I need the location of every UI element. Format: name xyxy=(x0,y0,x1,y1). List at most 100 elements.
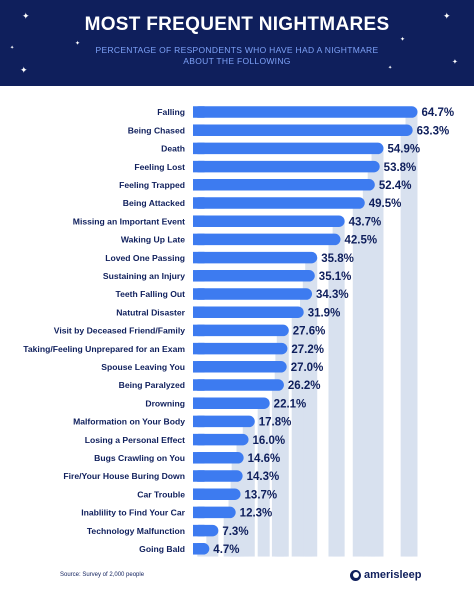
bar-left-cap xyxy=(193,215,205,227)
category-label: Malformation on Your Body xyxy=(73,417,185,427)
bar xyxy=(193,433,249,446)
value-label: 54.9% xyxy=(388,144,421,156)
value-label: 27.0% xyxy=(291,362,324,374)
value-label: 22.1% xyxy=(274,398,307,410)
bar xyxy=(193,397,270,409)
value-label: 7.3% xyxy=(222,526,248,538)
star-icon: ✦ xyxy=(10,45,15,51)
bar xyxy=(193,142,384,155)
bar-left-cap xyxy=(193,270,205,282)
category-label: Fire/Your House Buring Down xyxy=(63,471,185,481)
bar-left-cap xyxy=(193,288,205,300)
category-label: Missing an Important Event xyxy=(73,216,185,226)
category-label: Feeling Lost xyxy=(134,162,185,172)
bar-left-cap xyxy=(193,306,205,318)
bar xyxy=(193,215,345,227)
star-icon: ✦ xyxy=(75,41,81,47)
bar-left-cap xyxy=(193,106,205,118)
value-label: 34.3% xyxy=(316,289,349,301)
bar-left-cap xyxy=(193,506,205,519)
bar-left-cap xyxy=(193,160,205,173)
category-label: Inablility to Find Your Car xyxy=(81,508,185,518)
star-icon: ✦ xyxy=(22,11,30,21)
brand-name: amerisleep xyxy=(364,569,422,581)
bar-left-cap xyxy=(193,470,205,482)
bar xyxy=(193,160,380,173)
category-label: Being Attacked xyxy=(123,198,185,208)
category-label: Being Chased xyxy=(128,125,185,135)
bars xyxy=(193,106,418,555)
star-icon: ✦ xyxy=(388,65,393,71)
category-label: Losing a Personal Effect xyxy=(85,435,185,445)
bar-left-cap xyxy=(193,197,205,209)
bar-left-cap xyxy=(193,488,205,500)
bar-left-cap xyxy=(193,397,205,409)
bar-track xyxy=(352,203,365,557)
category-label: Waking Up Late xyxy=(121,235,185,245)
star-icon: ✦ xyxy=(20,65,28,75)
value-label: 27.6% xyxy=(293,326,326,338)
bar xyxy=(193,470,243,482)
bar-left-cap xyxy=(193,142,205,155)
bar xyxy=(193,197,365,209)
value-label: 17.8% xyxy=(259,417,292,429)
bar-left-cap xyxy=(193,524,205,537)
value-label: 12.3% xyxy=(240,508,273,520)
bar xyxy=(193,270,315,282)
category-label: Natutral Disaster xyxy=(116,307,185,317)
bar-left-cap xyxy=(193,124,205,136)
bar-left-cap xyxy=(193,379,205,391)
value-label: 26.2% xyxy=(288,380,321,392)
value-label: 31.9% xyxy=(308,307,341,319)
bar xyxy=(193,488,241,500)
bar xyxy=(193,415,255,428)
bar xyxy=(193,106,418,118)
category-label: Taking/Feeling Unprepared for an Exam xyxy=(23,344,185,354)
category-label: Visit by Deceased Friend/Family xyxy=(54,326,185,336)
category-labels: Falling Being Chased Death Feeling Lost Feel… xyxy=(23,107,185,554)
category-label: Car Trouble xyxy=(137,489,185,499)
bar-tracks xyxy=(197,112,418,557)
value-label: 35.1% xyxy=(319,271,352,283)
category-label: Technology Malfunction xyxy=(87,526,185,536)
amerisleep-logo-icon xyxy=(350,569,361,581)
star-icon: ✦ xyxy=(400,37,406,43)
category-label: Feeling Trapped xyxy=(119,180,185,190)
bar-track xyxy=(271,385,284,557)
value-label: 4.7% xyxy=(213,544,239,556)
star-icon: ✦ xyxy=(443,11,451,21)
bar xyxy=(193,379,284,391)
bar xyxy=(193,342,288,355)
bar-track xyxy=(291,312,304,557)
value-label: 14.6% xyxy=(248,453,281,465)
category-label: Teeth Falling Out xyxy=(115,289,185,299)
bar-left-cap xyxy=(193,415,205,428)
bar-track xyxy=(257,403,270,557)
chart-title: MOST FREQUENT NIGHTMARES xyxy=(84,14,390,35)
bar-left-cap xyxy=(193,361,205,373)
source-note: Source: Survey of 2,000 people xyxy=(60,572,145,578)
value-label: 64.7% xyxy=(422,107,455,119)
bar xyxy=(193,179,375,191)
bar xyxy=(193,124,413,136)
bar-left-cap xyxy=(193,543,205,555)
bar xyxy=(193,288,313,300)
value-label: 16.0% xyxy=(253,435,286,447)
star-icon: ✦ xyxy=(452,59,458,66)
value-label: 52.4% xyxy=(379,180,412,192)
bar xyxy=(193,251,318,264)
bar-track xyxy=(223,512,236,557)
category-label: Being Paralyzed xyxy=(119,380,185,390)
value-label: 49.5% xyxy=(369,198,402,210)
bar xyxy=(193,306,304,318)
bar-track xyxy=(362,184,375,557)
value-labels: 64.7% 63.3% 54.9% 53.8% 52.4% 49.5% 43.7% 42.5%… xyxy=(213,107,454,556)
header-banner: ✦ ✦ ✦ ✦ ✦ ✦ ✦ ✦ MOST FREQUENT NIGHTMARES… xyxy=(0,0,474,86)
bar-left-cap xyxy=(193,452,205,464)
bar-track xyxy=(400,130,413,557)
bar-left-cap xyxy=(193,324,205,337)
bar-left-cap xyxy=(193,251,205,264)
category-label: Bugs Crawling on You xyxy=(94,453,185,463)
bar-left-cap xyxy=(193,433,205,446)
category-label: Loved One Passing xyxy=(105,253,185,263)
